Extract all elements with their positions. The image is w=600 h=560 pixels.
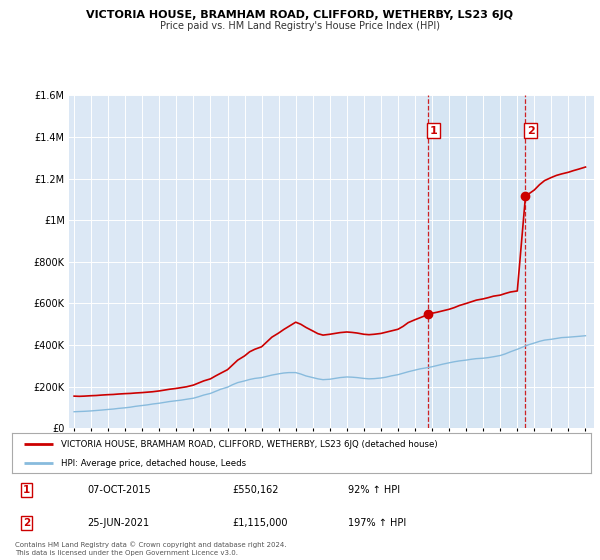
Text: 2: 2 (527, 125, 535, 136)
Text: 92% ↑ HPI: 92% ↑ HPI (348, 485, 400, 495)
Text: VICTORIA HOUSE, BRAMHAM ROAD, CLIFFORD, WETHERBY, LS23 6JQ: VICTORIA HOUSE, BRAMHAM ROAD, CLIFFORD, … (86, 10, 514, 20)
Text: This data is licensed under the Open Government Licence v3.0.: This data is licensed under the Open Gov… (15, 550, 238, 556)
Text: HPI: Average price, detached house, Leeds: HPI: Average price, detached house, Leed… (61, 459, 247, 468)
Text: VICTORIA HOUSE, BRAMHAM ROAD, CLIFFORD, WETHERBY, LS23 6JQ (detached house): VICTORIA HOUSE, BRAMHAM ROAD, CLIFFORD, … (61, 440, 438, 449)
Text: £550,162: £550,162 (232, 485, 278, 495)
Text: 2: 2 (23, 518, 30, 528)
Text: £1,115,000: £1,115,000 (232, 518, 287, 528)
Text: Price paid vs. HM Land Registry's House Price Index (HPI): Price paid vs. HM Land Registry's House … (160, 21, 440, 31)
Text: 1: 1 (430, 125, 437, 136)
Text: 197% ↑ HPI: 197% ↑ HPI (348, 518, 406, 528)
Bar (428, 95, 526, 428)
Text: 1: 1 (23, 485, 30, 495)
Text: Contains HM Land Registry data © Crown copyright and database right 2024.: Contains HM Land Registry data © Crown c… (15, 542, 287, 548)
Text: 07-OCT-2015: 07-OCT-2015 (87, 485, 151, 495)
Text: 25-JUN-2021: 25-JUN-2021 (87, 518, 149, 528)
